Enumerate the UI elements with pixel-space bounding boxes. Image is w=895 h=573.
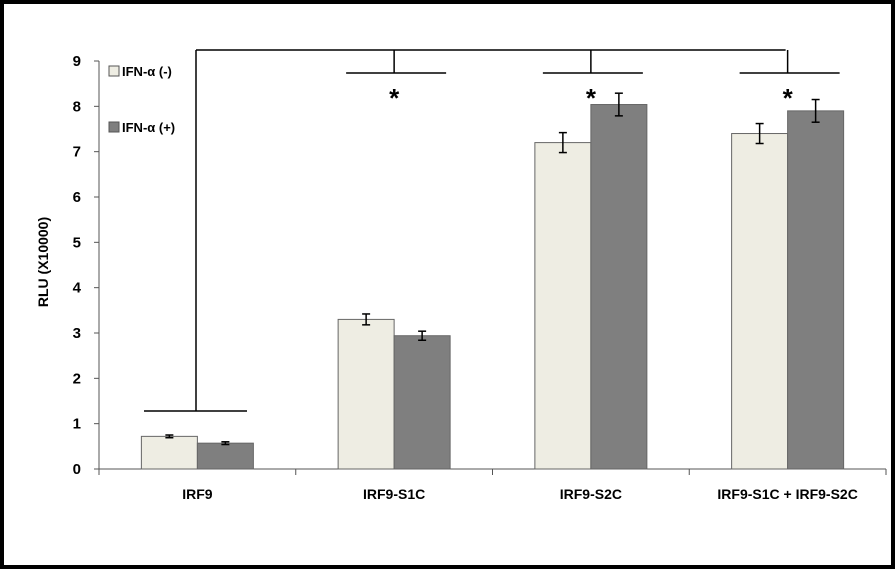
bar-ifn-neg <box>534 142 592 470</box>
significance-star: * <box>783 83 794 113</box>
bar-chart: 0 1 2 3 4 5 6 7 8 9 IRF9 IRF9-S1C IRF9-S2C IRF9-S1C +… <box>35 49 887 502</box>
y-tick-label: 9 <box>73 53 81 70</box>
significance-star: * <box>389 83 400 113</box>
legend-label: IFN-α (-) <box>122 64 172 79</box>
bar-ifn-neg <box>140 435 198 470</box>
y-tick-label: 1 <box>73 416 81 433</box>
y-tick-label: 5 <box>73 234 81 251</box>
bar-ifn-neg <box>731 133 789 470</box>
bar-ifn-pos <box>393 335 451 470</box>
y-tick-label: 3 <box>73 325 81 342</box>
bar-ifn-pos <box>196 442 254 470</box>
significance-star: * <box>586 83 597 113</box>
legend-swatch <box>108 65 120 77</box>
y-axis-title: RLU (X10000) <box>35 217 51 307</box>
y-tick-label: 0 <box>73 461 81 478</box>
bar-ifn-pos <box>787 110 845 470</box>
bars <box>140 92 845 470</box>
x-category-label: IRF9 <box>182 486 213 502</box>
y-tick-label: 6 <box>73 189 81 206</box>
x-category-label: IRF9-S1C <box>363 486 425 502</box>
bar-ifn-pos <box>590 104 648 470</box>
legend-swatch <box>108 121 120 133</box>
x-category-label: IRF9-S2C <box>560 486 622 502</box>
y-tick-label: 8 <box>73 98 81 115</box>
axes: 0 1 2 3 4 5 6 7 8 9 IRF9 IRF9-S1C IRF9-S2C IRF9-S1C +… <box>73 53 887 502</box>
significance-brackets: * * * <box>144 49 840 412</box>
y-tick-label: 2 <box>73 370 81 387</box>
legend-label: IFN-α (+) <box>122 120 175 135</box>
y-tick-label: 7 <box>73 144 81 161</box>
bar-ifn-neg <box>337 318 395 470</box>
legend: IFN-α (-) IFN-α (+) <box>108 64 175 135</box>
x-category-label: IRF9-S1C + IRF9-S2C <box>717 486 857 502</box>
y-tick-label: 4 <box>73 280 82 297</box>
